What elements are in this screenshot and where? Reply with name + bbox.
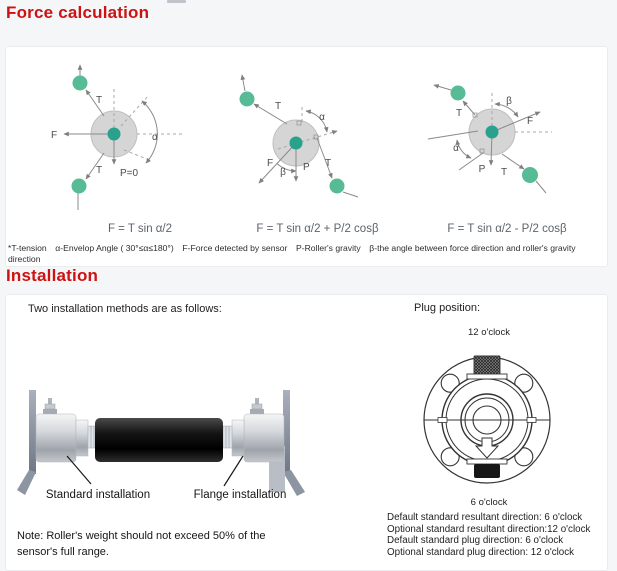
roller-axis — [289, 136, 303, 150]
left-sensor — [35, 398, 98, 463]
plug-position-diagram — [423, 355, 551, 484]
alpha-label: α — [152, 132, 158, 143]
plug-direction-line: Default standard plug direction: 6 o'clo… — [387, 535, 564, 547]
split-notch — [526, 417, 537, 423]
right-sensor — [222, 398, 285, 463]
plug-direction-line: Optional standard resultant direction:12… — [387, 523, 591, 535]
plug-direction-line: Optional standard plug direction: 12 o'c… — [387, 546, 575, 558]
f-label: F — [267, 158, 273, 169]
t-label: T — [96, 165, 102, 176]
alpha-arc — [141, 100, 158, 164]
weight-note: Note: Roller's weight should not exceed … — [17, 530, 266, 558]
idler-top — [239, 91, 255, 107]
left-mount-plate — [17, 390, 36, 495]
beta-arc — [276, 163, 297, 174]
installation-illustration — [17, 390, 305, 496]
t-label: T — [456, 108, 462, 119]
t-label: T — [325, 158, 331, 169]
force-diagram-1: T T F P=0 α — [51, 64, 182, 210]
beta-label: β — [506, 96, 512, 107]
plug-direction-line: Default standard resultant direction: 6 … — [387, 512, 583, 523]
clock-6-label: 6 o'clock — [470, 497, 508, 508]
installation-heading: Installation — [6, 266, 99, 285]
alpha-label: α — [453, 143, 459, 154]
idler-bottom — [71, 178, 87, 194]
roller-axis — [485, 125, 499, 139]
plug-direction-notes: Default standard resultant direction: 6 … — [387, 512, 590, 558]
clock-12-label: 12 o'clock — [468, 327, 510, 338]
idler-bottom — [522, 167, 538, 183]
construction-lines — [277, 107, 338, 150]
formula-1: F = T sin α/2 — [107, 223, 173, 235]
standard-leader-line — [66, 455, 92, 485]
down-arrow-icon — [474, 437, 500, 459]
scrollbar-artifact — [167, 0, 186, 3]
idler-top — [450, 85, 466, 101]
p-label: P — [479, 164, 486, 175]
standard-installation-label: Standard installation — [45, 489, 151, 501]
t-label: T — [96, 95, 102, 106]
f-label: F — [527, 116, 533, 127]
force-lines — [240, 74, 359, 198]
idler-top — [72, 75, 88, 91]
flange-leader-line — [223, 455, 244, 487]
force-lines — [63, 64, 117, 210]
symbols-footnote: *T-tension α-Envelop Angle ( 30°≤α≤180°)… — [8, 243, 576, 264]
p-zero-label: P=0 — [120, 168, 139, 179]
formula-2: F = T sin α/2 + P/2 cosβ — [256, 223, 379, 235]
plug-12-oclock — [466, 355, 508, 380]
alpha-arc — [305, 109, 329, 133]
black-roller — [95, 418, 223, 462]
roller-axis — [107, 127, 121, 141]
force-calculation-heading: Force calculation — [6, 3, 150, 22]
f-label: F — [51, 130, 57, 141]
force-diagram-3: T T F P α β — [427, 84, 552, 194]
alpha-arc — [455, 139, 472, 159]
idler-bottom — [329, 178, 345, 194]
force-diagram-2: T T α β F P — [239, 74, 359, 198]
flange-installation-label: Flange installation — [193, 489, 287, 501]
beta-label: β — [280, 167, 286, 178]
t-label: T — [275, 101, 281, 112]
p-label: P — [303, 162, 310, 173]
installation-intro: Two installation methods are as follows: — [28, 303, 222, 315]
beta-arc — [494, 101, 519, 118]
plug-position-title: Plug position: — [414, 302, 481, 314]
split-notch — [437, 417, 448, 423]
t-label: T — [501, 167, 507, 178]
formula-3: F = T sin α/2 - P/2 cosβ — [447, 223, 567, 235]
alpha-label: α — [319, 112, 325, 123]
plug-6-oclock — [466, 458, 508, 478]
